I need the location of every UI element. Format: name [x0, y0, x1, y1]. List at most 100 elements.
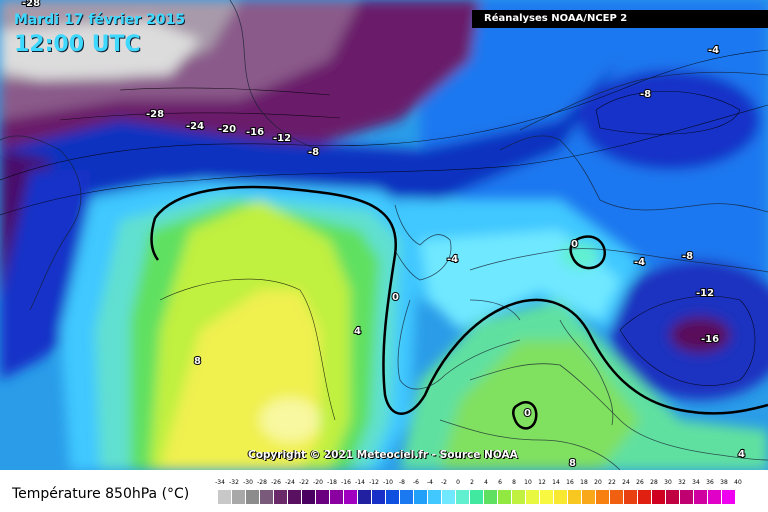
temperature-map: -28 -28 -24 -20 -16 -12 -8 -4 -8 0 -4 -4… [0, 0, 768, 470]
legend-tick-label: -26 [271, 479, 281, 486]
legend-swatch [456, 490, 470, 504]
zero-isotherm-closed-center [569, 235, 607, 270]
legend-swatch [610, 490, 624, 504]
legend-tick-label: 32 [678, 479, 686, 486]
legend-tick-label: -8 [399, 479, 405, 486]
contour-label-m16-east: -16 [701, 334, 719, 345]
legend-swatch [540, 490, 554, 504]
legend-swatch [498, 490, 512, 504]
legend-tick-label: -2 [441, 479, 447, 486]
legend-tick-label: 38 [720, 479, 728, 486]
legend-tick-label: 6 [498, 479, 502, 486]
legend-swatch [666, 490, 680, 504]
legend-tick-label: -14 [355, 479, 365, 486]
legend-swatch [512, 490, 526, 504]
legend-tick-label: 12 [538, 479, 546, 486]
legend-tick-label: 30 [664, 479, 672, 486]
legend-swatch [568, 490, 582, 504]
legend-tick-label: 8 [512, 479, 516, 486]
legend-swatch [344, 490, 358, 504]
legend-tick-label: 14 [552, 479, 560, 486]
legend-tick-label: -24 [285, 479, 295, 486]
legend-tick-label: 4 [484, 479, 488, 486]
legend-swatch [372, 490, 386, 504]
contour-label-m28: -28 [146, 109, 164, 120]
legend-swatch [694, 490, 708, 504]
contour-label-m20: -20 [218, 124, 236, 135]
zero-isotherm-west [153, 185, 768, 415]
legend-swatch [288, 490, 302, 504]
legend-swatch [582, 490, 596, 504]
legend-tick-label: 34 [692, 479, 700, 486]
contour-label-m12-east: -12 [696, 288, 714, 299]
contour-label-m12-north: -12 [273, 133, 291, 144]
zero-isotherm-west-tongue [150, 217, 160, 261]
contour-label-plus8-south: 8 [569, 458, 576, 469]
contour-label-plus4-southeast: 4 [738, 449, 745, 460]
contour-label-zero-center: 0 [571, 239, 578, 250]
legend-tick-label: 0 [456, 479, 460, 486]
legend-swatch [596, 490, 610, 504]
legend-swatch [442, 490, 456, 504]
contour-label-m4-east: -4 [634, 257, 645, 268]
legend-tick-label: 26 [636, 479, 644, 486]
copyright-notice: Copyright © 2021 Meteociel.fr - Source N… [248, 449, 518, 461]
legend-tick-label: -18 [327, 479, 337, 486]
contour-label-plus8: 8 [194, 356, 201, 367]
legend-swatch [246, 490, 260, 504]
legend-swatch [526, 490, 540, 504]
legend-swatch [400, 490, 414, 504]
legend-swatch [428, 490, 442, 504]
legend-tick-label: -22 [299, 479, 309, 486]
legend-swatch [218, 490, 232, 504]
legend-tick-label: 24 [622, 479, 630, 486]
legend-swatch [708, 490, 722, 504]
legend-tick-label: -20 [313, 479, 323, 486]
legend-tick-label: 28 [650, 479, 658, 486]
legend-swatch [470, 490, 484, 504]
contour-label-zero-south: 0 [524, 408, 531, 419]
legend-swatch [330, 490, 344, 504]
legend-swatch [680, 490, 694, 504]
map-time: 12:00 UTC [14, 32, 141, 57]
legend-swatch [554, 490, 568, 504]
legend-tick-label: 10 [524, 479, 532, 486]
legend-tick-label: -28 [257, 479, 267, 486]
zero-isotherm-closed-south [512, 401, 538, 430]
legend-tick-label: -6 [413, 479, 419, 486]
legend-swatch [316, 490, 330, 504]
legend-swatch [302, 490, 316, 504]
legend-swatch [260, 490, 274, 504]
legend-swatch [386, 490, 400, 504]
legend-tick-label: 20 [594, 479, 602, 486]
contour-label-m8-north: -8 [308, 147, 319, 158]
map-date: Mardi 17 février 2015 [14, 12, 185, 28]
contour-label-m16: -16 [246, 127, 264, 138]
legend-swatch [484, 490, 498, 504]
legend-title: Température 850hPa (°C) [12, 486, 190, 502]
legend-tick-label: -12 [369, 479, 379, 486]
legend-color-scale [218, 490, 736, 504]
legend-tick-label: 16 [566, 479, 574, 486]
legend-tick-label: -34 [215, 479, 225, 486]
legend-swatch [358, 490, 372, 504]
legend-tick-label: 2 [470, 479, 474, 486]
legend-tick-label: 22 [608, 479, 616, 486]
legend-swatch [652, 490, 666, 504]
data-source-banner: Réanalyses NOAA/NCEP 2 [472, 10, 768, 28]
contour-label-plus4: 4 [354, 326, 361, 337]
legend-tick-label: 40 [734, 479, 742, 486]
legend-tick-label: -30 [243, 479, 253, 486]
legend-tick-label: -32 [229, 479, 239, 486]
legend-swatch [274, 490, 288, 504]
legend-tick-label: -10 [383, 479, 393, 486]
contour-label-zero-west: 0 [392, 292, 399, 303]
legend-swatch [414, 490, 428, 504]
contour-label-m4-center: -4 [447, 254, 458, 265]
contour-label-m8-east: -8 [682, 251, 693, 262]
legend-swatch [638, 490, 652, 504]
legend-swatch [624, 490, 638, 504]
contour-label-m24: -24 [186, 121, 204, 132]
contour-label-m8-northeast: -8 [640, 89, 651, 100]
legend-tick-label: -16 [341, 479, 351, 486]
